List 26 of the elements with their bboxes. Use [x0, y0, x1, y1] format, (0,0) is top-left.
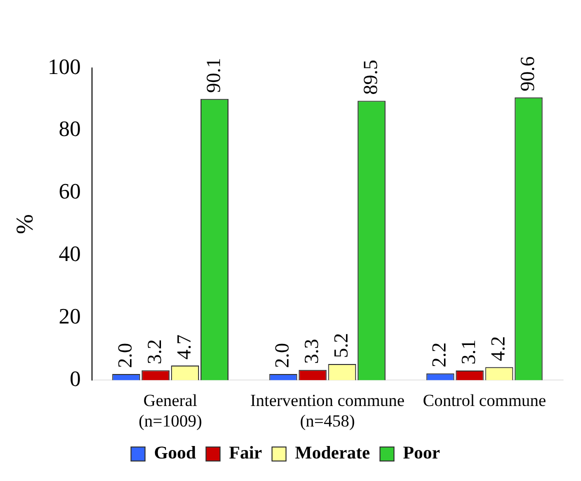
y-tick-label: 20	[58, 304, 81, 329]
x-tick-label: General (n=1009)	[138, 390, 202, 430]
x-tick-label: Control commune	[422, 390, 546, 410]
legend-label: Fair	[229, 442, 262, 463]
x-tick-label: Intervention commune (n=458)	[250, 390, 405, 430]
data-label: 5.2	[330, 332, 352, 358]
data-label: 89.5	[360, 60, 382, 95]
data-label: 3.3	[300, 338, 323, 364]
data-label: 3.2	[144, 339, 166, 364]
data-label: 4.2	[487, 336, 510, 362]
data-label: 3.1	[458, 340, 480, 365]
data-label: 2.0	[114, 342, 136, 368]
legend-label: Good	[154, 442, 196, 463]
y-tick-label: 40	[58, 241, 81, 266]
y-tick-label: 100	[48, 54, 81, 79]
y-axis-title: %	[12, 214, 39, 234]
data-label: 2.2	[428, 342, 451, 368]
data-label: 2.0	[271, 342, 294, 368]
data-label: 90.6	[516, 56, 539, 92]
data-label: 4.7	[173, 334, 196, 360]
y-tick-label: 80	[58, 116, 81, 142]
legend-label: Poor	[402, 442, 440, 463]
data-label: 90.1	[202, 58, 225, 93]
y-tick-label: 0	[70, 366, 81, 391]
legend-label: Moderate	[295, 442, 370, 463]
y-tick-label: 60	[58, 178, 81, 204]
